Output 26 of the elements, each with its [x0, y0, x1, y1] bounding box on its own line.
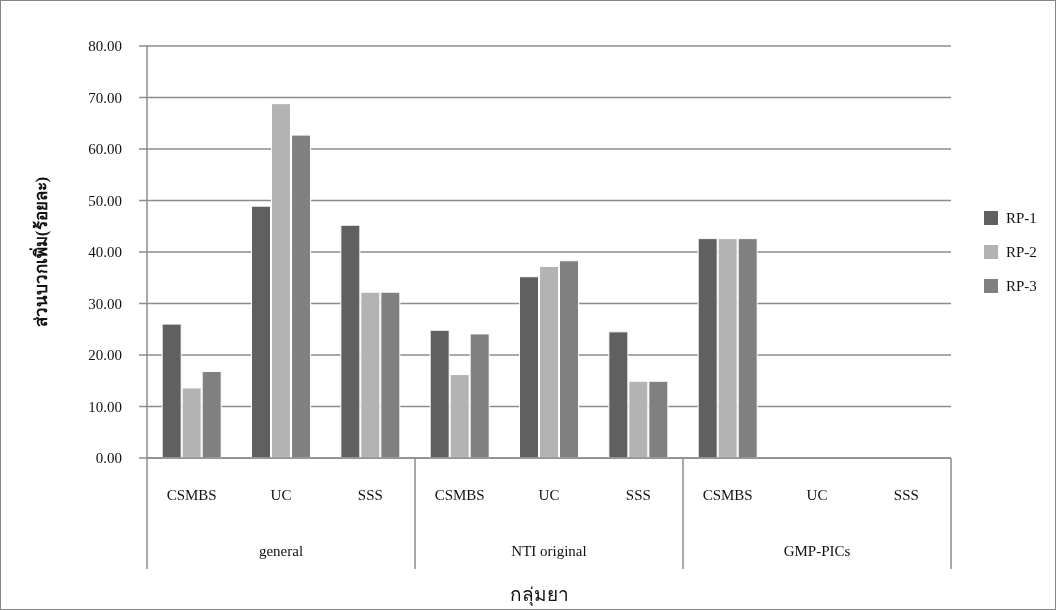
y-tick-label: 70.00 [88, 89, 122, 106]
x-axis-title: กลุ่มยา [509, 583, 569, 607]
y-tick-label: 0.00 [95, 450, 122, 467]
y-tick-label: 10.00 [88, 398, 122, 415]
x-tick-label: CSMBS [166, 487, 217, 503]
x-tick-label: SSS [893, 487, 919, 503]
legend-label: RP-3 [1006, 277, 1037, 295]
legend-label: RP-2 [1006, 243, 1037, 261]
x-tick-label: UC [806, 487, 828, 503]
y-tick-label: 30.00 [88, 295, 122, 312]
x-tick-label: SSS [625, 487, 651, 503]
x-tick-label: CSMBS [702, 487, 753, 503]
legend-label: RP-1 [1006, 209, 1037, 227]
y-axis-title: ส่วนบวกเพิ่ม(ร้อยละ) [28, 176, 51, 328]
x-tick-label: CSMBS [434, 487, 485, 503]
y-tick-label: 80.00 [88, 38, 122, 55]
x-tick-label: SSS [357, 487, 383, 503]
y-tick-label: 50.00 [88, 192, 122, 209]
x-tick-label: UC [270, 487, 292, 503]
x-tick-label: UC [538, 487, 560, 503]
text: NTI original [511, 543, 587, 559]
text: GMP-PICs [783, 543, 851, 559]
text: general [258, 543, 304, 559]
y-tick-label: 20.00 [88, 347, 122, 364]
y-tick-label: 60.00 [88, 141, 122, 158]
y-tick-label: 40.00 [88, 244, 122, 261]
